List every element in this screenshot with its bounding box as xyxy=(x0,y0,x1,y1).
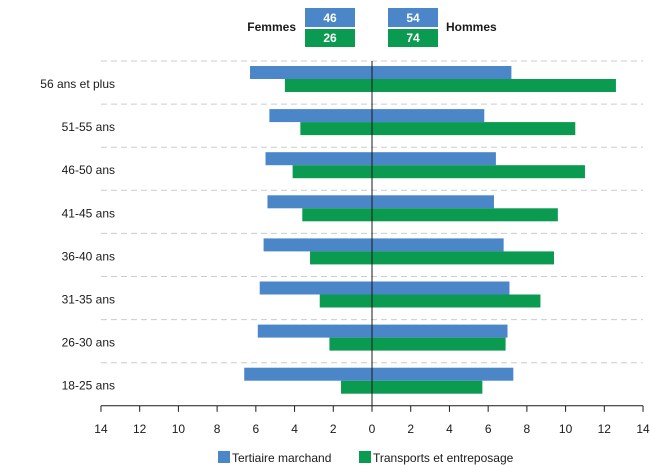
bar-hommes-tertiaire xyxy=(372,66,512,79)
category-label: 46-50 ans xyxy=(62,163,115,177)
bar-femmes-transports xyxy=(310,251,372,265)
x-tick-label: 4 xyxy=(446,422,453,436)
hommes-tertiaire-total-box xyxy=(388,8,438,27)
x-tick-label: 2 xyxy=(407,422,414,436)
legend-label-transports: Transports et entreposage xyxy=(373,451,514,465)
category-label: 26-30 ans xyxy=(62,336,115,350)
bottom-legend: Tertiaire marchand Transports et entrepo… xyxy=(218,451,514,465)
hommes-transports-total-box xyxy=(388,29,438,47)
bar-femmes-tertiaire xyxy=(250,66,372,79)
femmes-transports-total: 26 xyxy=(323,31,337,45)
bar-femmes-tertiaire xyxy=(263,238,372,252)
legend-swatch-transports xyxy=(359,451,371,463)
x-tick-label: 12 xyxy=(598,422,612,436)
bar-hommes-transports xyxy=(372,294,541,308)
bar-hommes-transports xyxy=(372,380,483,394)
bar-femmes-tertiaire xyxy=(267,195,372,209)
legend-label-tertiaire: Tertiaire marchand xyxy=(232,451,331,465)
bar-femmes-transports xyxy=(341,380,372,394)
bar-femmes-transports xyxy=(284,79,372,92)
x-tick-label: 6 xyxy=(252,422,259,436)
bar-hommes-tertiaire xyxy=(372,324,508,338)
bar-hommes-tertiaire xyxy=(372,152,496,166)
x-tick-label: 8 xyxy=(214,422,221,436)
category-label: 31-35 ans xyxy=(62,293,115,307)
x-tick-label: 10 xyxy=(172,422,186,436)
x-tick-label: 8 xyxy=(524,422,531,436)
x-tick-label: 4 xyxy=(291,422,298,436)
bar-hommes-tertiaire xyxy=(372,195,494,209)
category-labels: 18-25 ans 26-30 ans 31-35 ans 36-40 ans 41-4… xyxy=(40,77,115,393)
x-tick-label: 14 xyxy=(94,422,108,436)
axis-layer: 14 12 10 8 6 4 2 0 2 4 6 8 10 12 14 xyxy=(94,61,650,436)
bar-femmes-transports xyxy=(329,337,372,351)
category-label: 18-25 ans xyxy=(62,379,115,393)
category-label: 51-55 ans xyxy=(62,120,115,134)
legend-swatch-tertiaire xyxy=(218,451,230,463)
category-label: 36-40 ans xyxy=(62,249,115,263)
x-tick-label: 2 xyxy=(330,422,337,436)
bar-femmes-transports xyxy=(319,294,372,308)
x-tick-label: 10 xyxy=(559,422,573,436)
x-tick-label: 6 xyxy=(485,422,492,436)
x-tick-label: 12 xyxy=(133,422,147,436)
hommes-tertiaire-total: 54 xyxy=(406,11,420,25)
bars-layer xyxy=(244,66,616,394)
bar-hommes-transports xyxy=(372,208,558,222)
bar-hommes-transports xyxy=(372,337,506,351)
x-tick-label: 14 xyxy=(636,422,650,436)
bar-femmes-tertiaire xyxy=(259,281,372,295)
category-label: 56 ans et plus xyxy=(40,77,115,91)
bar-hommes-transports xyxy=(372,251,554,265)
bar-hommes-transports xyxy=(372,165,585,179)
top-legend: Femmes 46 26 54 74 Hommes xyxy=(247,8,497,47)
hommes-transports-total: 74 xyxy=(406,31,420,45)
bar-femmes-transports xyxy=(300,122,372,136)
bar-femmes-transports xyxy=(302,208,372,222)
femmes-label: Femmes xyxy=(247,20,296,34)
bar-hommes-transports xyxy=(372,122,576,136)
bar-femmes-tertiaire xyxy=(257,324,372,338)
x-tick-label: 0 xyxy=(369,422,376,436)
femmes-tertiaire-total: 46 xyxy=(323,11,337,25)
bar-hommes-transports xyxy=(372,79,616,92)
hommes-label: Hommes xyxy=(446,20,497,34)
bar-femmes-transports xyxy=(292,165,372,179)
bar-femmes-tertiaire xyxy=(265,152,372,166)
femmes-tertiaire-total-box xyxy=(305,8,355,27)
category-label: 41-45 ans xyxy=(62,206,115,220)
bar-femmes-tertiaire xyxy=(244,367,372,381)
bar-femmes-tertiaire xyxy=(269,109,372,123)
bar-hommes-tertiaire xyxy=(372,238,504,252)
bar-hommes-tertiaire xyxy=(372,281,510,295)
bar-hommes-tertiaire xyxy=(372,367,514,381)
femmes-transports-total-box xyxy=(305,29,355,47)
bar-hommes-tertiaire xyxy=(372,109,485,123)
